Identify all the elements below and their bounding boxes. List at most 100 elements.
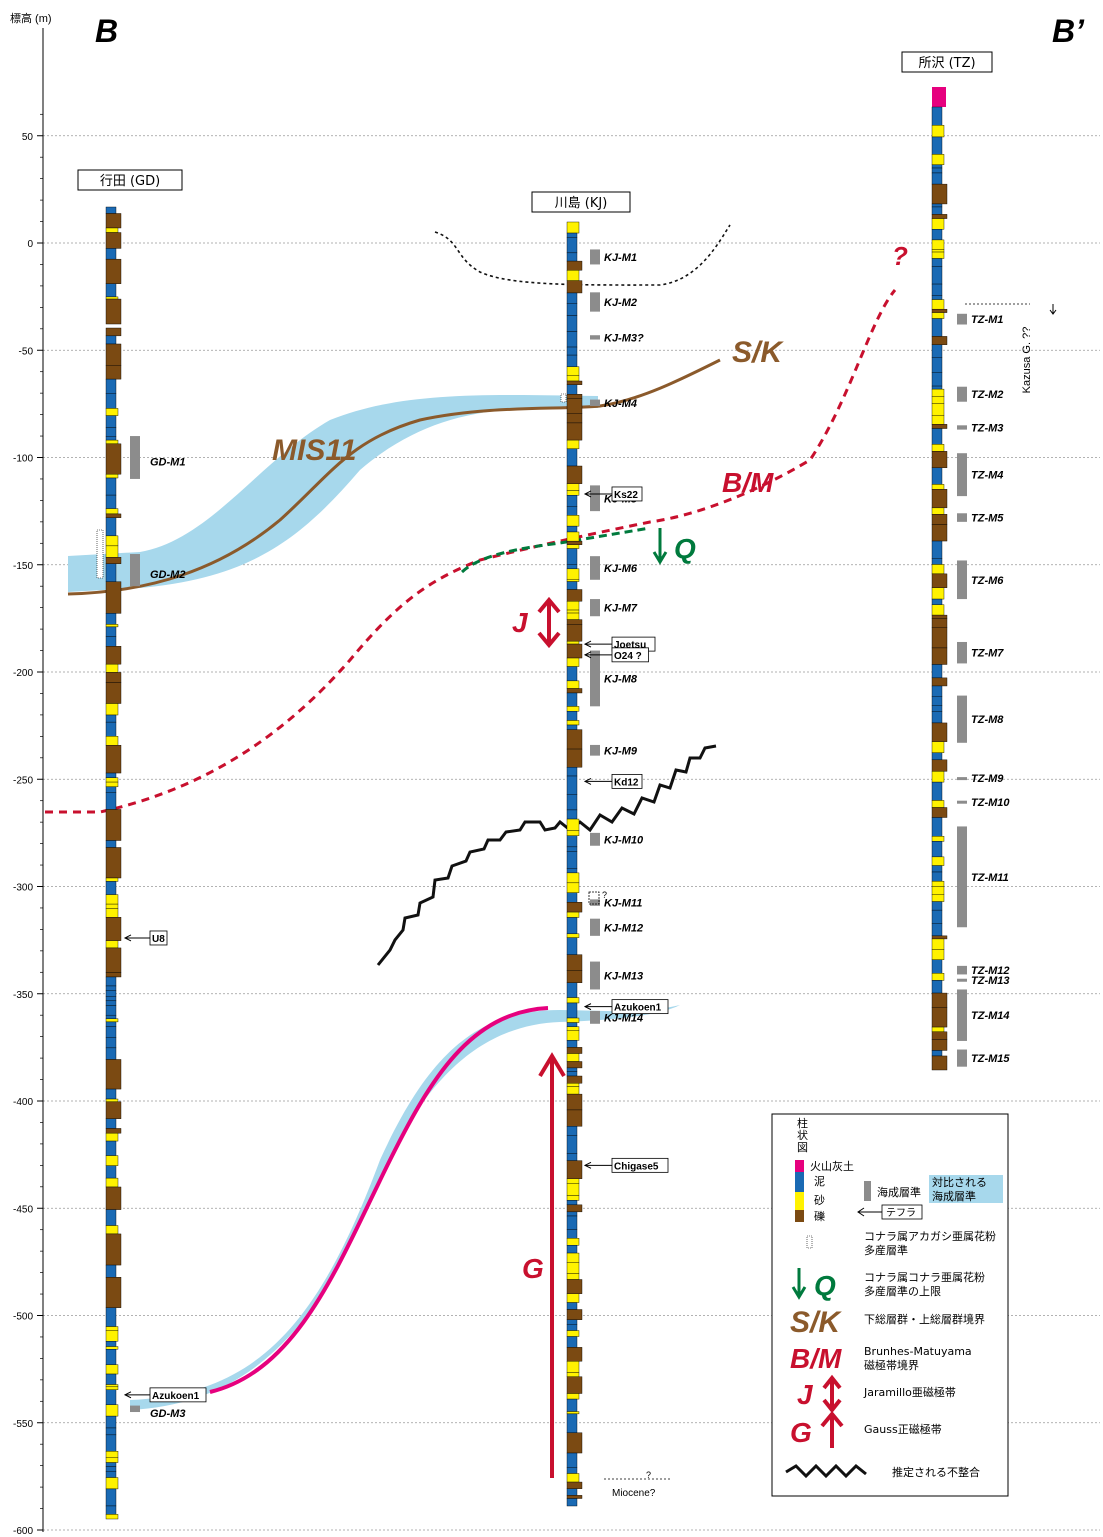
marine-layer-kjm11 <box>590 899 600 906</box>
marine-layer-kjm2 <box>590 292 600 312</box>
g-arrow-icon <box>538 1052 566 1478</box>
lithology-bed <box>931 424 948 429</box>
lithology-bed <box>105 232 122 249</box>
marine-layer-label: TZ-M9 <box>971 773 1004 785</box>
marine-layer-label: TZ-M13 <box>971 975 1010 987</box>
lithology-bed <box>566 666 578 682</box>
lithology-bed <box>105 996 117 1002</box>
lithology-bed <box>566 1160 583 1179</box>
lithology-bed <box>105 1471 117 1478</box>
axis-tick-label: -250 <box>13 775 33 786</box>
tephra-arrow-icon <box>583 1003 592 1011</box>
lithology-bed <box>566 1071 578 1077</box>
legend-q-desc: コナラ属コナラ亜属花粉 多産層準の上限 <box>864 1271 989 1298</box>
lithology-bed <box>931 258 943 267</box>
lithology-bed <box>105 1000 117 1006</box>
lithology-bed <box>566 315 578 332</box>
legend-swatch-soil <box>795 1160 804 1172</box>
legend-correlated: 対比される 海成層準 <box>932 1175 991 1203</box>
lithology-bed <box>105 1346 119 1350</box>
lithology-bed <box>931 722 948 742</box>
lithology-bed <box>566 1204 583 1213</box>
lithology-bed <box>105 283 117 298</box>
tephra-arrow-icon <box>583 1161 592 1169</box>
j-label: J <box>512 607 529 638</box>
lithology-bed <box>105 777 119 783</box>
lithology-bed <box>566 609 580 614</box>
lithology-bed <box>931 564 945 575</box>
lithology-bed <box>105 1457 119 1463</box>
tephra-label: Ks22 <box>614 490 638 501</box>
tephra-arrow-icon <box>123 934 132 942</box>
lithology-bed <box>931 524 948 542</box>
lithology-bed <box>566 495 578 507</box>
lithology-bed <box>931 214 948 219</box>
lithology-bed <box>931 403 945 416</box>
legend-unconformity-icon <box>785 1463 867 1479</box>
lithology-bed <box>105 1415 117 1429</box>
lithology-bed <box>931 266 943 285</box>
marine-layer-tzm9 <box>957 777 967 781</box>
lithology-bed <box>105 1118 117 1129</box>
lithology-bed <box>566 997 580 1004</box>
gd-pollen-mark <box>96 529 104 579</box>
marine-layer-kjm6 <box>590 556 600 580</box>
lithology-bed <box>105 1098 119 1103</box>
lithology-bed <box>931 711 943 724</box>
lithology-bed <box>931 685 943 697</box>
marine-layer-label: TZ-M8 <box>971 714 1004 726</box>
axis-tick-label: 0 <box>27 239 33 250</box>
lithology-bed <box>931 587 945 600</box>
marine-layer-kjm1 <box>590 249 600 265</box>
lithology-bed <box>105 1373 117 1385</box>
marine-layer-label: TZ-M7 <box>971 648 1004 660</box>
legend-sk-desc: 下総層群・上総層群境界 <box>864 1312 985 1326</box>
lithology-bed <box>566 657 580 667</box>
lithology-bed <box>566 384 578 395</box>
lithology-bed <box>566 1411 580 1415</box>
lithology-bed <box>105 1384 119 1388</box>
lithology-bed <box>105 917 122 941</box>
legend-q-symbol: Q <box>814 1270 836 1301</box>
legend-bm-symbol: B/M <box>790 1343 842 1374</box>
lithology-bed <box>105 772 117 778</box>
lithology-bed <box>931 923 943 937</box>
axis-tick-label: -550 <box>13 1419 33 1430</box>
lithology-bed <box>105 1477 119 1490</box>
legend-j-symbol: J <box>797 1379 814 1410</box>
marine-layer-label: KJ-M10 <box>604 834 644 846</box>
lithology-bed <box>566 568 580 580</box>
lithology-bed <box>566 775 578 795</box>
lithology-bed <box>566 1495 583 1499</box>
lithology-bed <box>566 640 580 645</box>
lithology-bed <box>931 664 943 679</box>
lithology-bed <box>105 327 122 337</box>
lithology-bed <box>566 643 583 659</box>
lithology-bed <box>105 1037 117 1049</box>
legend-pollen1-1: コナラ属アカガシ亜属花粉 <box>864 1230 996 1243</box>
lithology-bed <box>105 809 122 841</box>
lithology-bed <box>105 343 122 366</box>
tephra-arrow-icon <box>123 1391 132 1399</box>
legend-marine-swatch <box>864 1181 871 1201</box>
miocene-note: Miocene? <box>612 1488 656 1499</box>
lithology-bed <box>931 444 945 452</box>
lithology-bed <box>105 792 117 810</box>
legend: 柱 状 図 火山灰土 泥 砂 礫 海成層準 対比される 海成層準 テフラ コナラ… <box>771 1113 1009 1497</box>
lithology-bed <box>566 303 578 316</box>
lithology-bed <box>105 508 119 515</box>
lithology-bed <box>566 830 580 836</box>
lithology-bed <box>566 1002 578 1019</box>
lithology-bed <box>105 1132 119 1142</box>
lithology-bed <box>931 372 943 387</box>
lithology-bed <box>105 624 119 628</box>
lithology-bed <box>566 835 578 848</box>
lithology-bed <box>931 705 943 712</box>
lithology-bed <box>566 1273 580 1280</box>
marine-layer-label: GD-M3 <box>150 1408 185 1420</box>
lithology-bed <box>105 1209 117 1226</box>
legend-soil: 火山灰土 <box>810 1159 854 1173</box>
marine-layer-label: KJ-M11 <box>604 898 642 910</box>
lithology-bed <box>566 902 583 913</box>
